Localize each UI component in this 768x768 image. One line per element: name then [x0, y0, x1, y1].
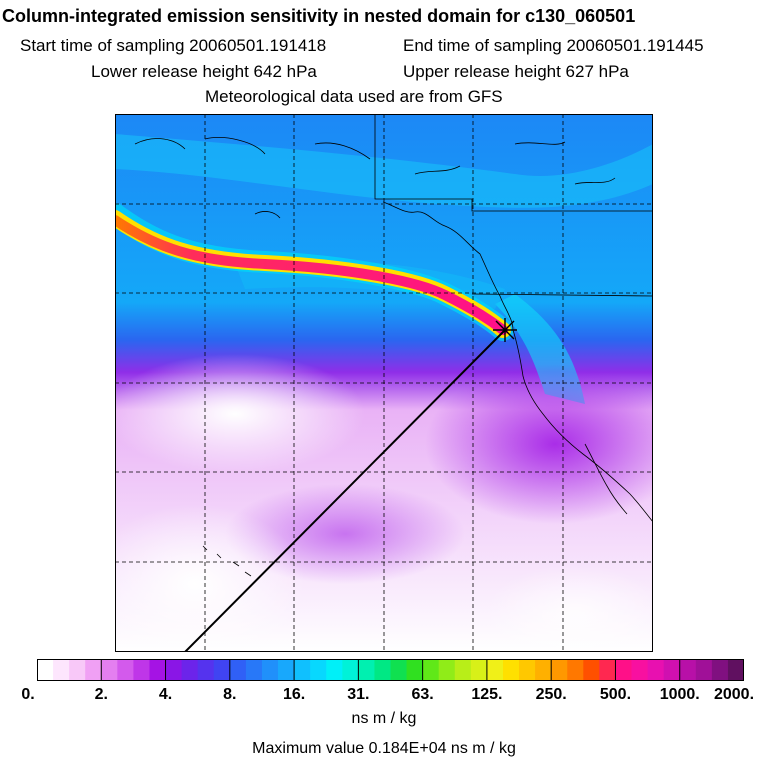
- colorbar-cell: [69, 659, 86, 681]
- colorbar-cell: [358, 659, 375, 681]
- colorbar-tick-label: 2.: [94, 686, 108, 703]
- colorbar-cell: [711, 659, 729, 681]
- start-time-label: Start time of sampling 20060501.191418: [20, 36, 327, 55]
- colorbar-cell: [85, 659, 102, 681]
- colorbar: [37, 659, 744, 681]
- colorbar-cell: [101, 659, 118, 681]
- colorbar-cell: [197, 659, 215, 681]
- colorbar-cell: [599, 659, 616, 681]
- white-zone-south: [485, 564, 653, 652]
- plot-title: Column-integrated emission sensitivity i…: [2, 6, 636, 26]
- white-zone-west: [115, 354, 365, 474]
- colorbar-tick-label: 8.: [223, 686, 237, 703]
- colorbar-tick-label: 1000.: [659, 686, 700, 703]
- graticule: [115, 114, 653, 652]
- colorbar-cell: [149, 659, 167, 681]
- colorbar-cell: [631, 659, 649, 681]
- colorbar-cell: [261, 659, 279, 681]
- colorbar-cell: [727, 659, 744, 681]
- colorbar-cell: [502, 659, 520, 681]
- colorbar-cell: [486, 659, 504, 681]
- colorbar-cell: [551, 659, 568, 681]
- colorbar-tick-label: 16.: [282, 686, 306, 703]
- colorbar-tick-label: 0.: [21, 686, 35, 703]
- sensitivity-map: [115, 114, 653, 652]
- colorbar-tick-label: 31.: [347, 686, 370, 703]
- colorbar-cell: [422, 659, 440, 681]
- colorbar-cell: [583, 659, 600, 681]
- colorbar-cell: [406, 659, 424, 681]
- colorbar-cell: [213, 659, 231, 681]
- colorbar-cell: [374, 659, 391, 681]
- colorbar-cell: [278, 659, 295, 681]
- colorbar-cell: [133, 659, 150, 681]
- white-zone-southwest: [115, 504, 305, 652]
- colorbar-cell: [663, 659, 681, 681]
- colorbar-tick-label: 4.: [158, 686, 173, 703]
- colorbar-cell: [326, 659, 343, 681]
- release-site-asterisk: [493, 318, 517, 342]
- colorbar-cell: [310, 659, 327, 681]
- maximum-value-label: Maximum value 0.184E+04 ns m / kg: [252, 740, 516, 757]
- colorbar-cell: [567, 659, 584, 681]
- subdomain-border-lower: [471, 293, 653, 297]
- colorbar-tick-label: 500.: [599, 686, 632, 703]
- colorbar-cell: [679, 659, 697, 681]
- colorbar-cell: [37, 659, 54, 681]
- colorbar-cell: [615, 659, 633, 681]
- colorbar-unit-label: ns m / kg: [351, 710, 417, 727]
- colorbar-cell: [342, 659, 359, 681]
- purple-zone-east: [425, 364, 653, 524]
- colorbar-cell: [229, 659, 247, 681]
- colorbar-cell: [117, 659, 134, 681]
- met-data-label: Meteorological data used are from GFS: [205, 87, 503, 106]
- colorbar-cell: [294, 659, 311, 681]
- colorbar-cell: [181, 659, 199, 681]
- colorbar-tick-label: 63.: [411, 686, 434, 703]
- map-frame: [115, 114, 653, 652]
- colorbar-tick-label: 250.: [535, 686, 567, 703]
- upper-release-height-label: Upper release height 627 hPa: [403, 62, 629, 81]
- colorbar-cell: [165, 659, 183, 681]
- colorbar-cell: [454, 659, 472, 681]
- flight-track-line: [184, 329, 506, 652]
- subdomain-box: [374, 114, 653, 212]
- colorbar-cell: [470, 659, 488, 681]
- colorbar-cell: [519, 659, 536, 681]
- colorbar-tick-label: 125.: [471, 686, 503, 703]
- colorbar-cell: [647, 659, 665, 681]
- emission-plume-core: [115, 215, 508, 335]
- end-time-label: End time of sampling 20060501.191445: [403, 36, 704, 55]
- colorbar-cell: [390, 659, 408, 681]
- colorbar-cell: [695, 659, 713, 681]
- colorbar-cell: [535, 659, 552, 681]
- colorbar-cell: [245, 659, 263, 681]
- colorbar-tick-label: 2000.: [713, 686, 755, 703]
- lower-release-height-label: Lower release height 642 hPa: [91, 62, 317, 81]
- colorbar-cell: [53, 659, 70, 681]
- colorbar-cell: [438, 659, 456, 681]
